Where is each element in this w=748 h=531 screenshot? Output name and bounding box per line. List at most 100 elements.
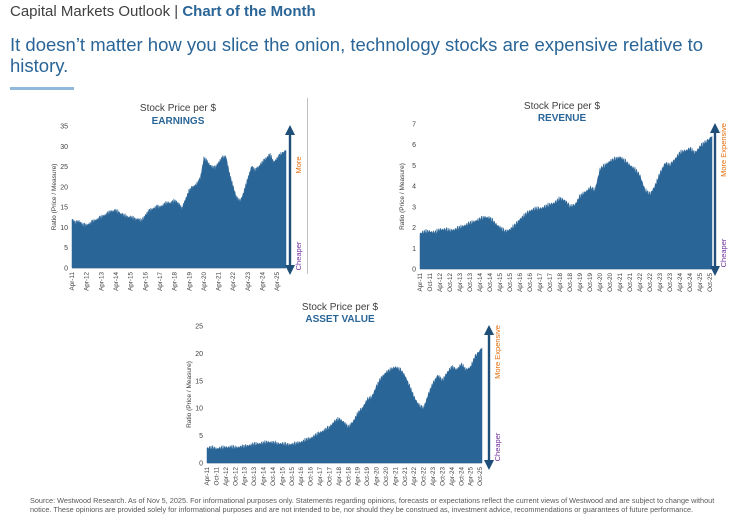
- revenue-x-tick-label: Oct-16: [527, 273, 534, 292]
- earnings-y-tick-label: 30: [60, 144, 68, 151]
- revenue-x-tick-label: Apr-25: [697, 273, 704, 292]
- asset-value-x-tick-label: Oct-19: [364, 467, 371, 486]
- earnings-arrow-up-icon: [285, 125, 295, 135]
- revenue-x-tick-label: Oct-11: [427, 273, 434, 292]
- asset-value-x-tick-label: Oct-15: [289, 467, 296, 486]
- revenue-arrow-up-icon: [710, 123, 720, 133]
- revenue-x-tick-label: Apr-24: [677, 273, 684, 292]
- earnings-x-tick-label: Apr-14: [113, 272, 120, 291]
- revenue-x-tick-label: Apr-13: [457, 273, 464, 292]
- earnings-y-tick-label: 15: [60, 205, 68, 212]
- revenue-more-expensive-label: More Expensive: [719, 123, 728, 177]
- asset-value-x-tick-label: Apr-15: [279, 467, 286, 486]
- revenue-x-tick-label: Oct-19: [587, 273, 594, 292]
- earnings-x-tick-label: Apr-15: [128, 272, 135, 291]
- revenue-y-tick-label: 3: [412, 204, 416, 211]
- revenue-y-tick-label: 1: [412, 246, 416, 253]
- asset-value-x-tick-label: Oct-23: [439, 467, 446, 486]
- asset-value-x-tick-label: Apr-19: [355, 467, 362, 486]
- asset-value-y-tick-label: 25: [195, 324, 203, 331]
- asset-value-x-tick-label: Apr-24: [449, 467, 456, 486]
- asset-value-y-tick-label: 10: [195, 406, 203, 413]
- asset-value-cheaper-label: Cheaper: [493, 432, 502, 461]
- asset-value-x-tick-label: Oct-18: [345, 467, 352, 486]
- asset-value-x-tick-label: Oct-25: [477, 467, 484, 486]
- asset-value-arrow-down-icon: [484, 460, 494, 470]
- earnings-x-tick-label: Apr-20: [201, 272, 208, 291]
- asset-value-x-tick-label: Oct-12: [232, 467, 239, 486]
- asset-value-x-tick-label: Apr-11: [204, 467, 211, 486]
- revenue-x-tick-label: Apr-19: [577, 273, 584, 292]
- asset-value-x-tick-label: Apr-20: [374, 467, 381, 486]
- revenue-x-tick-label: Apr-21: [617, 273, 624, 292]
- revenue-x-tick-label: Apr-16: [517, 273, 524, 292]
- earnings-y-tick-label: 25: [60, 164, 68, 171]
- revenue-cheaper-label: Cheaper: [719, 238, 728, 267]
- earnings-x-tick-label: Apr-13: [98, 272, 105, 291]
- earnings-y-tick-label: 10: [60, 225, 68, 232]
- asset-value-y-tick-label: 5: [199, 433, 203, 440]
- asset-value-x-tick-label: Oct-16: [308, 467, 315, 486]
- earnings-x-tick-label: Apr-21: [216, 272, 223, 291]
- revenue-x-tick-label: Oct-24: [687, 273, 694, 292]
- revenue-x-tick-label: Oct-23: [667, 273, 674, 292]
- earnings-x-tick-label: Apr-23: [245, 272, 252, 291]
- asset-value-x-tick-label: Apr-13: [242, 467, 249, 486]
- asset-value-y-tick-label: 20: [195, 351, 203, 358]
- series-name: Capital Markets Outlook: [10, 3, 171, 20]
- asset-value-x-tick-label: Apr-17: [317, 467, 324, 486]
- revenue-x-tick-label: Apr-20: [597, 273, 604, 292]
- revenue-y-tick-label: 5: [412, 163, 416, 170]
- revenue-x-tick-label: Apr-22: [637, 273, 644, 292]
- asset-value-y-tick-label: 15: [195, 378, 203, 385]
- revenue-subtitle: Stock Price per $: [523, 101, 601, 112]
- revenue-x-tick-label: Apr-17: [537, 273, 544, 292]
- asset-value-x-tick-label: Apr-23: [430, 467, 437, 486]
- revenue-y-axis-label: Ratio (Price / Measure): [399, 163, 406, 230]
- header-line: Capital Markets Outlook | Chart of the M…: [10, 3, 316, 20]
- revenue-x-tick-label: Apr-14: [477, 273, 484, 292]
- header-separator: |: [174, 3, 179, 20]
- revenue-x-tick-label: Apr-23: [657, 273, 664, 292]
- revenue-x-tick-label: Oct-20: [607, 273, 614, 292]
- asset-value-x-tick-label: Apr-12: [223, 467, 230, 486]
- asset-value-x-tick-label: Oct-17: [326, 467, 333, 486]
- revenue-x-tick-label: Apr-12: [437, 273, 444, 292]
- earnings-arrow-down-icon: [285, 265, 295, 275]
- footnote: Source: Westwood Research. As of Nov 5, …: [30, 496, 715, 514]
- asset-value-x-tick-label: Oct-20: [383, 467, 390, 486]
- earnings-y-axis-label: Ratio (Price / Measure): [51, 164, 58, 231]
- earnings-cheaper-label: Cheaper: [294, 241, 303, 270]
- asset-value-area-series: [206, 346, 483, 464]
- asset-value-more-expensive-label: More Expensive: [493, 325, 502, 379]
- earnings-x-tick-label: Apr-25: [274, 272, 281, 291]
- asset-value-x-tick-label: Oct-21: [402, 467, 409, 486]
- asset-value-x-tick-label: Oct-14: [270, 467, 277, 486]
- earnings-y-tick-label: 0: [64, 266, 68, 273]
- chart-of-the-month-label: Chart of the Month: [182, 3, 316, 20]
- asset-value-y-axis-label: Ratio (Price / Measure): [186, 361, 193, 428]
- earnings-area-series: [71, 149, 287, 269]
- earnings-x-tick-label: Apr-22: [230, 272, 237, 291]
- asset-value-subtitle: Stock Price per $: [301, 302, 379, 313]
- asset-value-x-tick-label: Oct-24: [458, 467, 465, 486]
- asset-value-x-tick-label: Apr-14: [261, 467, 268, 486]
- earnings-x-tick-label: Apr-19: [186, 272, 193, 291]
- revenue-x-tick-label: Oct-25: [707, 273, 714, 292]
- earnings-x-tick-label: Apr-11: [69, 272, 76, 291]
- asset-value-x-tick-label: Apr-22: [411, 467, 418, 486]
- revenue-x-tick-label: Apr-11: [417, 273, 424, 292]
- asset-value-x-tick-label: Apr-18: [336, 467, 343, 486]
- accent-rule: [10, 87, 74, 90]
- earnings-subtitle: Stock Price per $: [139, 103, 217, 114]
- earnings-x-tick-label: Apr-24: [260, 272, 267, 291]
- revenue-area-series: [419, 135, 713, 270]
- asset-value-x-tick-label: Apr-25: [468, 467, 475, 486]
- earnings-more-expensive-label: More: [294, 156, 303, 173]
- asset-value-x-tick-label: Apr-16: [298, 467, 305, 486]
- revenue-x-tick-label: Oct-12: [447, 273, 454, 292]
- revenue-x-tick-label: Oct-22: [647, 273, 654, 292]
